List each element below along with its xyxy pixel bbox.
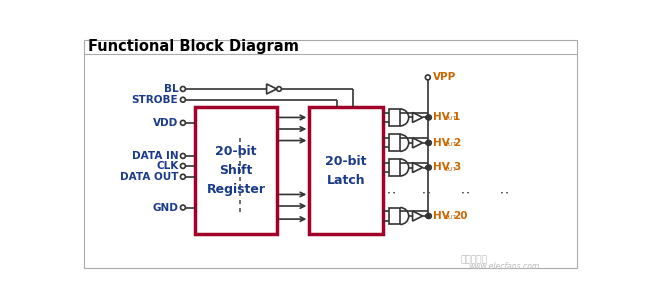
Circle shape <box>426 165 430 170</box>
Text: OUT: OUT <box>444 167 457 171</box>
Text: HV: HV <box>433 138 450 148</box>
Bar <box>389 207 400 224</box>
Text: 1: 1 <box>453 113 460 122</box>
Text: :: : <box>384 188 397 193</box>
Text: www.elecfans.com: www.elecfans.com <box>468 262 539 271</box>
Text: BL: BL <box>164 84 178 94</box>
Text: VDD: VDD <box>153 118 178 128</box>
Text: :: : <box>457 188 471 193</box>
Text: HV: HV <box>433 211 450 221</box>
Text: :: : <box>496 188 510 193</box>
Text: HV: HV <box>433 163 450 173</box>
Text: Functional Block Diagram: Functional Block Diagram <box>88 39 299 54</box>
Bar <box>389 159 400 176</box>
Text: DATA OUT: DATA OUT <box>120 172 178 182</box>
Bar <box>389 109 400 126</box>
Text: OUT: OUT <box>444 215 457 220</box>
Text: :: : <box>419 188 433 193</box>
Circle shape <box>426 214 430 218</box>
Bar <box>389 135 400 151</box>
Text: 20: 20 <box>453 211 468 221</box>
Text: 20-bit
Latch: 20-bit Latch <box>325 155 367 187</box>
Circle shape <box>426 141 430 145</box>
Text: OUT: OUT <box>444 142 457 147</box>
Text: VPP: VPP <box>433 72 456 82</box>
Bar <box>309 107 383 235</box>
Text: 电子发烧友: 电子发烧友 <box>461 255 487 264</box>
Text: 2: 2 <box>453 138 460 148</box>
Circle shape <box>426 115 430 120</box>
Text: STROBE: STROBE <box>132 95 178 105</box>
Text: 20-bit
Shift
Register: 20-bit Shift Register <box>206 145 266 196</box>
Text: 3: 3 <box>453 163 460 173</box>
Bar <box>195 107 277 235</box>
Text: GND: GND <box>152 203 178 213</box>
Text: CLK: CLK <box>156 161 178 171</box>
Text: HV: HV <box>433 113 450 122</box>
Text: OUT: OUT <box>444 117 457 121</box>
Text: DATA IN: DATA IN <box>132 151 178 161</box>
